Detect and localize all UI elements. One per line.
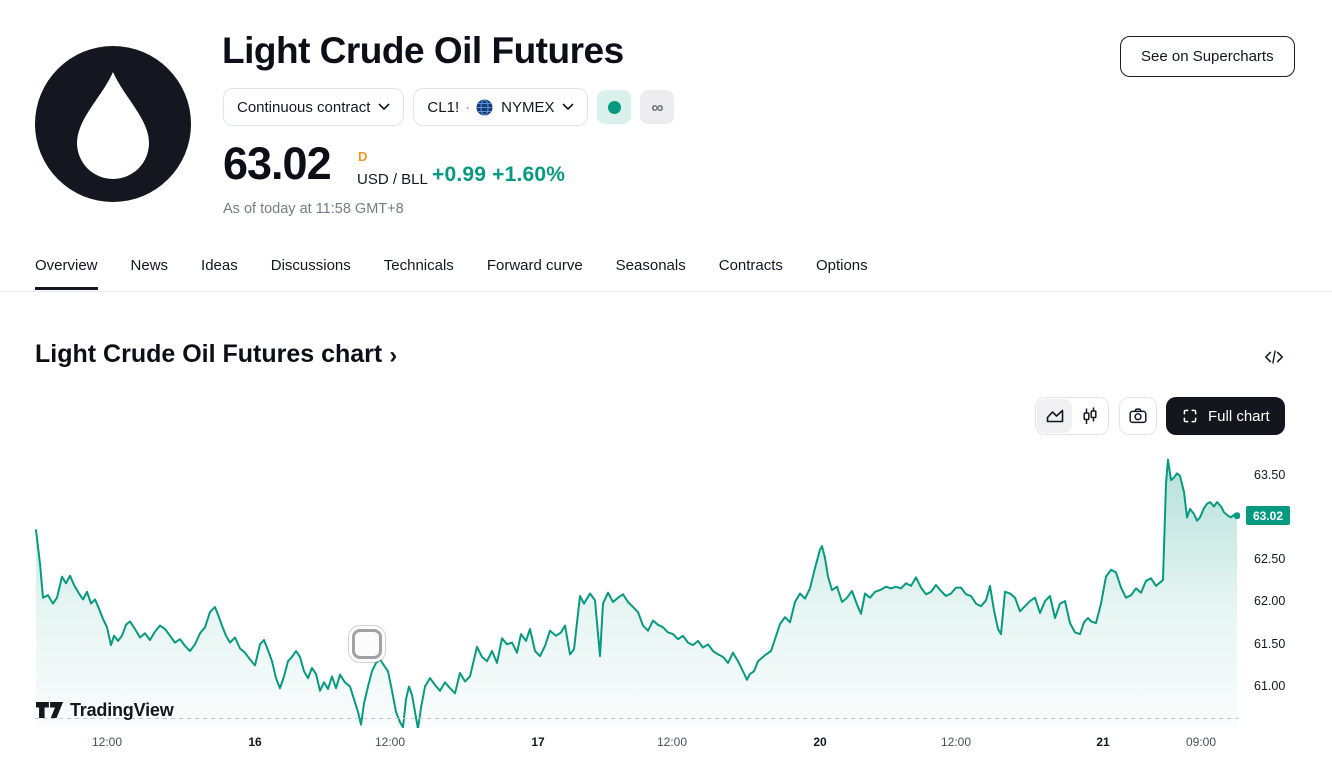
price-line — [35, 458, 1238, 728]
area-fill — [36, 459, 1237, 728]
time-tick-label: 12:00 — [91, 735, 123, 749]
time-tick-label: 17 — [531, 735, 545, 749]
symbol-exchange-dropdown[interactable]: CL1! · NYMEX — [413, 88, 589, 126]
price-change: +0.99 +1.60% — [432, 163, 566, 186]
oil-drop-icon — [35, 46, 191, 202]
price-chart[interactable]: 12:00 16 12:00 17 12:00 20 12:00 21 09:00 — [35, 448, 1240, 755]
price-axis[interactable]: 63.50 62.50 62.00 61.50 61.00 63.02 — [1240, 448, 1332, 755]
contract-dropdown-label: Continuous contract — [237, 98, 371, 116]
globe-icon — [476, 98, 493, 116]
time-tick-label: 12:00 — [374, 735, 406, 749]
tab-forward-curve[interactable]: Forward curve — [486, 257, 583, 274]
cursor-indicator — [352, 629, 382, 659]
area-chart-type-button[interactable] — [1037, 399, 1072, 433]
code-icon — [1264, 350, 1284, 364]
symbol-tabs: Overview News Ideas Discussions Technica… — [35, 257, 868, 290]
tab-overview[interactable]: Overview — [35, 257, 98, 290]
infinity-icon: ∞ — [651, 97, 664, 117]
last-price-dot — [1233, 512, 1240, 520]
price-tick-label: 61.50 — [1254, 636, 1286, 651]
chevron-down-icon — [379, 103, 390, 110]
symbol-controls-row: Continuous contract CL1! · NYMEX ∞ — [223, 88, 675, 126]
snapshot-button[interactable] — [1119, 397, 1157, 435]
time-tick-label: 16 — [248, 735, 262, 749]
tab-seasonals[interactable]: Seasonals — [615, 257, 686, 274]
interval-badge: D — [358, 149, 368, 164]
market-status-button[interactable] — [597, 90, 632, 124]
price-area-chart — [35, 458, 1240, 728]
chart-section-heading-link[interactable]: Light Crude Oil Futures chart › — [35, 340, 397, 369]
chart-type-toggle — [1035, 397, 1109, 435]
exchange-label: NYMEX — [501, 98, 555, 116]
time-axis-divider — [35, 718, 1240, 719]
time-tick-label: 12:00 — [940, 735, 972, 749]
see-on-supercharts-button[interactable]: See on Supercharts — [1120, 36, 1295, 77]
symbol-label: CL1! — [427, 98, 460, 116]
area-chart-icon — [1046, 409, 1063, 423]
chart-section-heading: Light Crude Oil Futures chart — [35, 340, 383, 368]
time-tick-label: 21 — [1096, 735, 1110, 749]
candles-chart-type-button[interactable] — [1072, 399, 1107, 433]
time-tick-label: 20 — [813, 735, 827, 749]
market-open-dot-icon — [607, 100, 621, 114]
symbol-logo — [35, 46, 191, 202]
tradingview-logo-text: TradingView — [70, 699, 174, 720]
price-tick-label: 62.00 — [1254, 594, 1286, 609]
candlestick-icon — [1082, 407, 1097, 424]
full-chart-label: Full chart — [1208, 407, 1270, 425]
separator-dot: · — [465, 98, 471, 116]
time-tick-label: 09:00 — [1185, 735, 1217, 749]
price-unit: USD / BLL — [357, 171, 428, 188]
tab-options[interactable]: Options — [815, 257, 868, 274]
streak-button[interactable]: ∞ — [640, 90, 675, 124]
page-title: Light Crude Oil Futures — [222, 30, 624, 71]
tabs-divider — [0, 291, 1332, 292]
tab-news[interactable]: News — [130, 257, 169, 274]
price-tick-label: 63.50 — [1254, 467, 1286, 482]
tab-contracts[interactable]: Contracts — [718, 257, 783, 274]
tab-ideas[interactable]: Ideas — [201, 257, 238, 274]
fullscreen-icon — [1183, 409, 1197, 423]
tradingview-watermark: TradingView — [36, 699, 174, 721]
full-chart-button[interactable]: Full chart — [1166, 397, 1285, 435]
last-price-badge: 63.02 — [1246, 506, 1290, 526]
price-tick-label: 61.00 — [1254, 679, 1286, 694]
chevron-down-icon — [563, 103, 574, 110]
time-tick-label: 12:00 — [656, 735, 688, 749]
tradingview-logo-icon — [36, 702, 63, 718]
chevron-right-icon: › — [389, 341, 398, 369]
price-tick-label: 62.50 — [1254, 552, 1286, 567]
embed-code-button[interactable] — [1261, 344, 1287, 370]
price-timestamp: As of today at 11:58 GMT+8 — [223, 201, 404, 217]
camera-icon — [1129, 408, 1147, 424]
tab-technicals[interactable]: Technicals — [383, 257, 454, 274]
tab-discussions[interactable]: Discussions — [270, 257, 351, 274]
contract-dropdown[interactable]: Continuous contract — [223, 88, 405, 126]
last-price: 63.02 — [223, 138, 332, 189]
